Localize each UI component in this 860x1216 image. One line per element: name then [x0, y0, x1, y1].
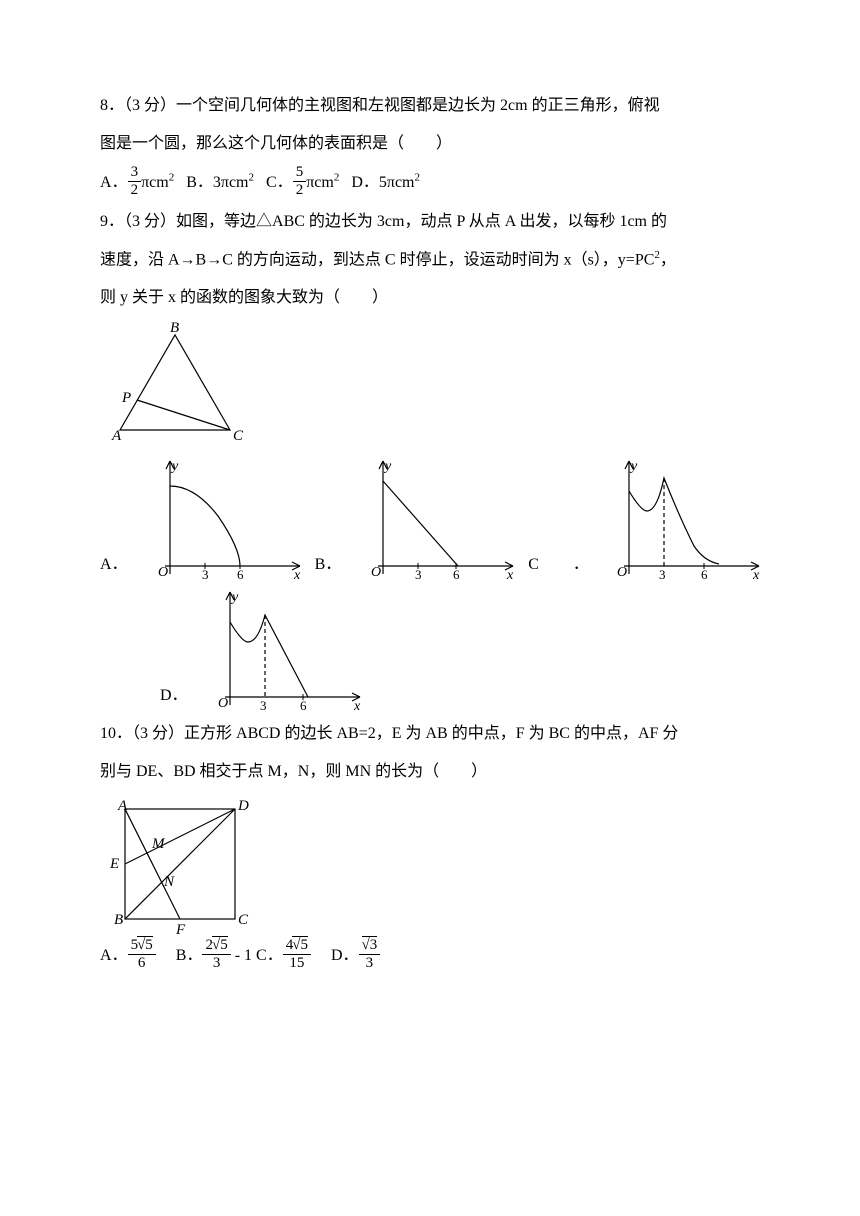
q9-graph-C: O y x 3 6	[599, 456, 764, 581]
q10-square: A D B C E F M N	[100, 794, 780, 939]
q9-C-label: C	[528, 549, 539, 581]
svg-text:O: O	[617, 565, 627, 580]
q8-D: D．5πcm2	[351, 174, 420, 191]
svg-text:O: O	[158, 565, 168, 580]
svg-text:O: O	[371, 565, 381, 580]
svg-text:E: E	[109, 856, 119, 872]
svg-text:M: M	[151, 836, 166, 852]
q9-C-dot: ．	[573, 549, 589, 581]
svg-text:N: N	[163, 874, 175, 890]
q9-graphs-row1: A． O y x 3 6 B． O y x 3 6 C ．	[100, 456, 780, 581]
q9-graph-B: O y x 3 6	[353, 456, 518, 581]
svg-text:6: 6	[701, 567, 708, 581]
q9-D-label: D．	[160, 680, 188, 712]
svg-text:C: C	[238, 912, 249, 928]
svg-text:B: B	[170, 320, 179, 336]
q8-C: C．52πcm2	[266, 174, 339, 191]
q8-A: A．32πcm2	[100, 174, 174, 191]
svg-text:A: A	[111, 428, 122, 444]
svg-text:O: O	[218, 696, 228, 711]
svg-text:D: D	[237, 798, 249, 814]
svg-text:3: 3	[260, 698, 267, 712]
svg-text:C: C	[233, 428, 244, 444]
svg-text:3: 3	[415, 567, 422, 581]
q9-A-label: A．	[100, 549, 128, 581]
svg-text:y: y	[170, 459, 179, 474]
svg-text:3: 3	[202, 567, 209, 581]
svg-text:x: x	[353, 699, 361, 712]
q10-line1: 正方形 ABCD 的边长 AB=2，E 为 AB 的中点，F 为 BC 的中点，…	[184, 725, 678, 742]
svg-text:F: F	[175, 922, 186, 938]
q9-graph-D: O y x 3 6	[200, 587, 365, 712]
q10-options: A．5√56 B．2√53 - 1 C．4√515 D．√33	[100, 939, 780, 973]
q8-options: A．32πcm2 B．3πcm2 C．52πcm2 D．5πcm2	[100, 166, 780, 200]
q10-line2: 别与 DE、BD 相交于点 M，N，则 MN 的长为（ ）	[100, 756, 780, 788]
q8-num: 8．（3 分）	[100, 97, 176, 114]
q10-A: A．5√56	[100, 947, 156, 964]
q10: 10．（3 分）正方形 ABCD 的边长 AB=2，E 为 AB 的中点，F 为…	[100, 718, 780, 750]
svg-text:x: x	[752, 568, 760, 581]
q9-B-label: B．	[315, 549, 342, 581]
q9-line2: 速度，沿 A→B→C 的方向运动，到达点 C 时停止，设运动时间为 x（s），y…	[100, 244, 780, 276]
svg-text:3: 3	[659, 567, 666, 581]
svg-text:P: P	[121, 390, 131, 406]
q8-line2: 图是一个圆，那么这个几何体的表面积是（ ）	[100, 128, 780, 160]
svg-text:B: B	[114, 912, 123, 928]
q10-num: 10．（3 分）	[100, 725, 184, 742]
q10-C: C．4√515	[256, 947, 311, 964]
q9-graph-A: O y x 3 6	[140, 456, 305, 581]
q8-B: B．3πcm2	[186, 174, 254, 191]
svg-text:x: x	[293, 568, 301, 581]
q8: 8．（3 分）一个空间几何体的主视图和左视图都是边长为 2cm 的正三角形，俯视	[100, 90, 780, 122]
q9-graphs-row2: D． O y x 3 6	[160, 587, 780, 712]
q9-triangle: A B C P	[100, 320, 780, 450]
svg-text:x: x	[506, 568, 514, 581]
q10-D: D．√33	[331, 947, 380, 964]
q10-B: B．2√53 - 1	[176, 947, 252, 964]
svg-text:6: 6	[300, 698, 307, 712]
q9-line3: 则 y 关于 x 的函数的图象大致为（ ）	[100, 282, 780, 314]
q9-line1: 如图，等边△ABC 的边长为 3cm，动点 P 从点 A 出发，以每秒 1cm …	[176, 213, 667, 230]
svg-text:y: y	[629, 459, 638, 474]
frac-5-2: 52	[293, 164, 307, 198]
svg-text:6: 6	[237, 567, 244, 581]
svg-text:y: y	[230, 590, 239, 605]
frac-3-2: 32	[128, 164, 142, 198]
q8-line1: 一个空间几何体的主视图和左视图都是边长为 2cm 的正三角形，俯视	[176, 97, 660, 114]
svg-text:6: 6	[453, 567, 460, 581]
q9: 9．（3 分）如图，等边△ABC 的边长为 3cm，动点 P 从点 A 出发，以…	[100, 206, 780, 238]
q9-num: 9．（3 分）	[100, 213, 176, 230]
svg-text:A: A	[117, 798, 128, 814]
svg-text:y: y	[383, 459, 392, 474]
